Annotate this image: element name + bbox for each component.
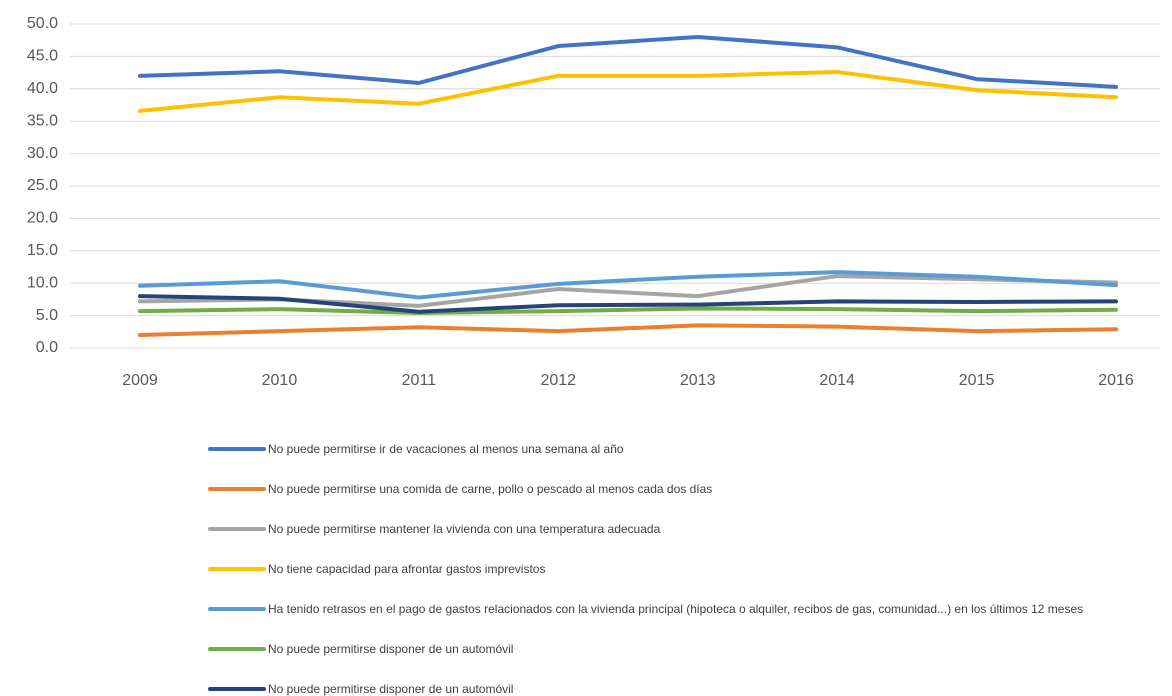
x-tick-label: 2009: [122, 372, 158, 389]
y-tick-label: 35.0: [27, 112, 58, 129]
legend-label: No puede permitirse una comida de carne,…: [268, 482, 713, 496]
x-tick-label: 2011: [402, 372, 437, 389]
legend-label: No puede permitirse ir de vacaciones al …: [268, 442, 624, 456]
y-tick-label: 50.0: [27, 15, 58, 32]
series-line: [138, 69, 1118, 113]
legend-label: No tiene capacidad para afrontar gastos …: [268, 562, 546, 576]
legend-label: No puede permitirse mantener la vivienda…: [268, 522, 661, 536]
y-tick-label: 0.0: [36, 339, 58, 356]
legend-label: No puede permitirse disponer de un autom…: [268, 642, 514, 656]
x-tick-label: 2014: [819, 372, 855, 389]
y-tick-label: 45.0: [27, 48, 58, 65]
series-line: [138, 323, 1118, 338]
series-line: [138, 294, 1118, 314]
series-line: [138, 270, 1118, 300]
y-tick-label: 30.0: [27, 145, 58, 162]
x-tick-label: 2013: [680, 372, 716, 389]
x-tick-label: 2012: [540, 372, 576, 389]
series-line: [138, 306, 1118, 316]
x-tick-label: 2015: [959, 372, 995, 389]
y-tick-label: 40.0: [27, 80, 58, 97]
series-line: [138, 34, 1118, 89]
y-tick-label: 25.0: [27, 177, 58, 194]
y-tick-label: 15.0: [27, 242, 58, 259]
y-tick-label: 10.0: [27, 274, 58, 291]
legend-label: No puede permitirse disponer de un autom…: [268, 682, 514, 696]
x-tick-label: 2016: [1098, 372, 1134, 389]
x-tick-label: 2010: [262, 372, 298, 389]
legend-label: Ha tenido retrasos en el pago de gastos …: [268, 602, 1084, 616]
y-tick-label: 20.0: [27, 210, 58, 227]
y-tick-label: 5.0: [36, 307, 58, 324]
